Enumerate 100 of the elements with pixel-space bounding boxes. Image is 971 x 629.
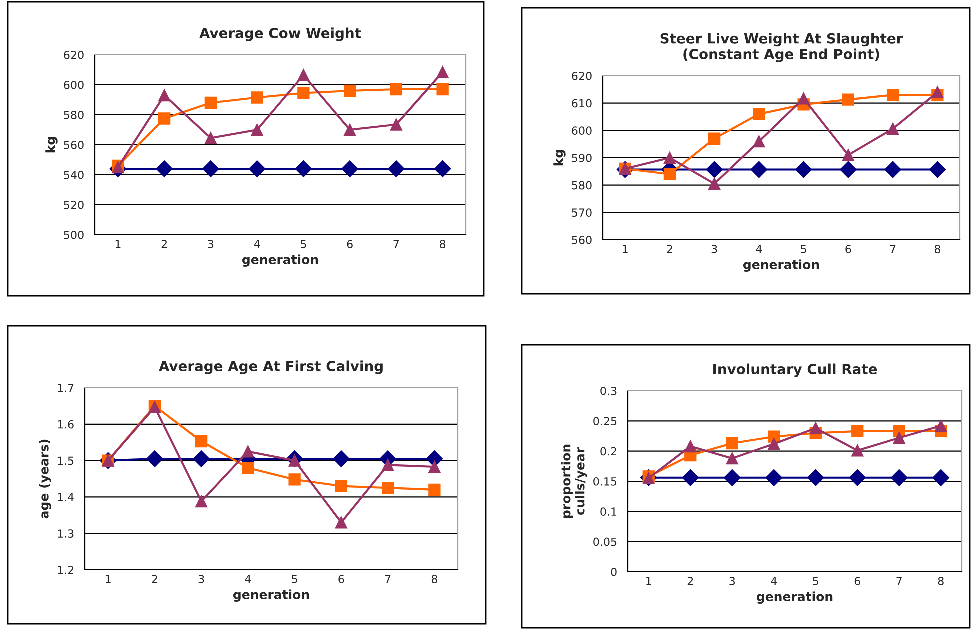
y-tick-label: 600	[572, 126, 592, 136]
point	[810, 422, 822, 434]
point	[753, 108, 766, 120]
y-axis-title: age (years)	[39, 440, 52, 519]
point	[884, 161, 902, 178]
x-tick-label: 1	[106, 575, 111, 584]
y-tick-label: 0.05	[594, 538, 617, 546]
point	[335, 480, 348, 492]
point	[156, 160, 173, 178]
y-tick-label: 560	[572, 236, 592, 244]
y-tick-label: 1.3	[58, 530, 74, 538]
x-axis-title: generation	[743, 260, 820, 272]
point	[382, 459, 394, 472]
x-tick-label: 2	[688, 577, 694, 586]
x-tick-label: 4	[771, 577, 778, 586]
y-axis-title: kg	[554, 150, 566, 166]
x-tick-label: 4	[756, 245, 762, 254]
point	[768, 438, 780, 450]
point	[193, 450, 210, 468]
y-axis-title: kg	[46, 137, 58, 153]
x-tick-label: 3	[208, 240, 214, 248]
chart-title: Average Cow Weight	[200, 28, 362, 42]
y-tick-label: 1.7	[58, 384, 74, 392]
x-tick-label: 3	[712, 245, 718, 254]
point	[428, 484, 441, 496]
point	[344, 124, 356, 136]
x-axis-title: generation	[233, 590, 310, 602]
x-tick-label: 7	[385, 575, 391, 584]
point	[335, 516, 348, 529]
point	[886, 122, 900, 136]
point	[242, 446, 254, 458]
point	[298, 69, 310, 82]
y-tick-label: 1.6	[58, 420, 74, 429]
y-tick-label: 500	[64, 230, 84, 240]
y-tick-label: 600	[64, 80, 84, 90]
point	[251, 92, 264, 104]
point	[929, 161, 946, 178]
y-tick-label: 620	[572, 72, 592, 80]
x-tick-label: 2	[152, 575, 158, 584]
x-tick-label: 5	[801, 245, 806, 254]
x-tick-label: 8	[938, 577, 944, 586]
point	[158, 112, 171, 125]
x-tick-label: 3	[198, 575, 204, 584]
x-tick-label: 1	[646, 577, 652, 586]
point	[428, 460, 441, 474]
x-axis-title: generation	[756, 592, 833, 604]
point	[750, 161, 768, 178]
y-tick-label: 0	[611, 568, 617, 576]
point	[795, 161, 812, 178]
point	[852, 444, 864, 457]
x-tick-label: 4	[245, 575, 252, 584]
point	[753, 136, 766, 148]
point	[840, 161, 857, 178]
y-tick-label: 590	[572, 154, 592, 162]
x-tick-label: 2	[162, 240, 167, 248]
y-tick-label: 520	[64, 200, 84, 210]
point	[664, 168, 676, 180]
y-tick-label: 0.3	[600, 386, 617, 396]
y-tick-label: 560	[64, 140, 84, 150]
x-tick-label: 5	[301, 240, 306, 248]
point	[204, 96, 218, 110]
point	[251, 124, 264, 136]
point	[342, 160, 358, 178]
point	[724, 470, 741, 486]
point	[242, 462, 254, 474]
chart-title: Average Age At First Calving	[159, 360, 383, 374]
y-tick-label: 570	[572, 208, 592, 218]
point	[195, 435, 208, 448]
x-tick-label: 3	[730, 577, 736, 586]
point	[932, 86, 944, 98]
point	[295, 160, 312, 178]
x-tick-label: 8	[440, 240, 446, 248]
y-tick-label: 540	[64, 170, 84, 180]
y-tick-label: 580	[572, 181, 592, 190]
point	[202, 160, 220, 178]
point	[708, 132, 721, 145]
x-tick-label: 5	[292, 575, 298, 584]
point	[146, 450, 164, 468]
y-tick-label: 0.1	[600, 508, 617, 516]
x-tick-label: 7	[896, 577, 902, 586]
x-axis-title: generation	[242, 254, 318, 267]
x-tick-label: 6	[338, 575, 344, 584]
point	[390, 118, 403, 131]
point	[288, 474, 301, 486]
point	[682, 470, 699, 486]
point	[842, 149, 855, 162]
point	[390, 83, 403, 96]
point	[708, 178, 721, 190]
point	[886, 89, 900, 102]
point	[726, 437, 738, 450]
x-tick-label: 8	[432, 575, 438, 584]
point	[935, 420, 948, 432]
point	[891, 470, 908, 486]
x-tick-label: 7	[394, 240, 400, 248]
point	[158, 89, 171, 102]
point	[204, 132, 218, 144]
y-tick-label: 620	[64, 50, 84, 60]
point	[893, 432, 906, 444]
point	[436, 66, 449, 78]
point	[344, 84, 356, 98]
